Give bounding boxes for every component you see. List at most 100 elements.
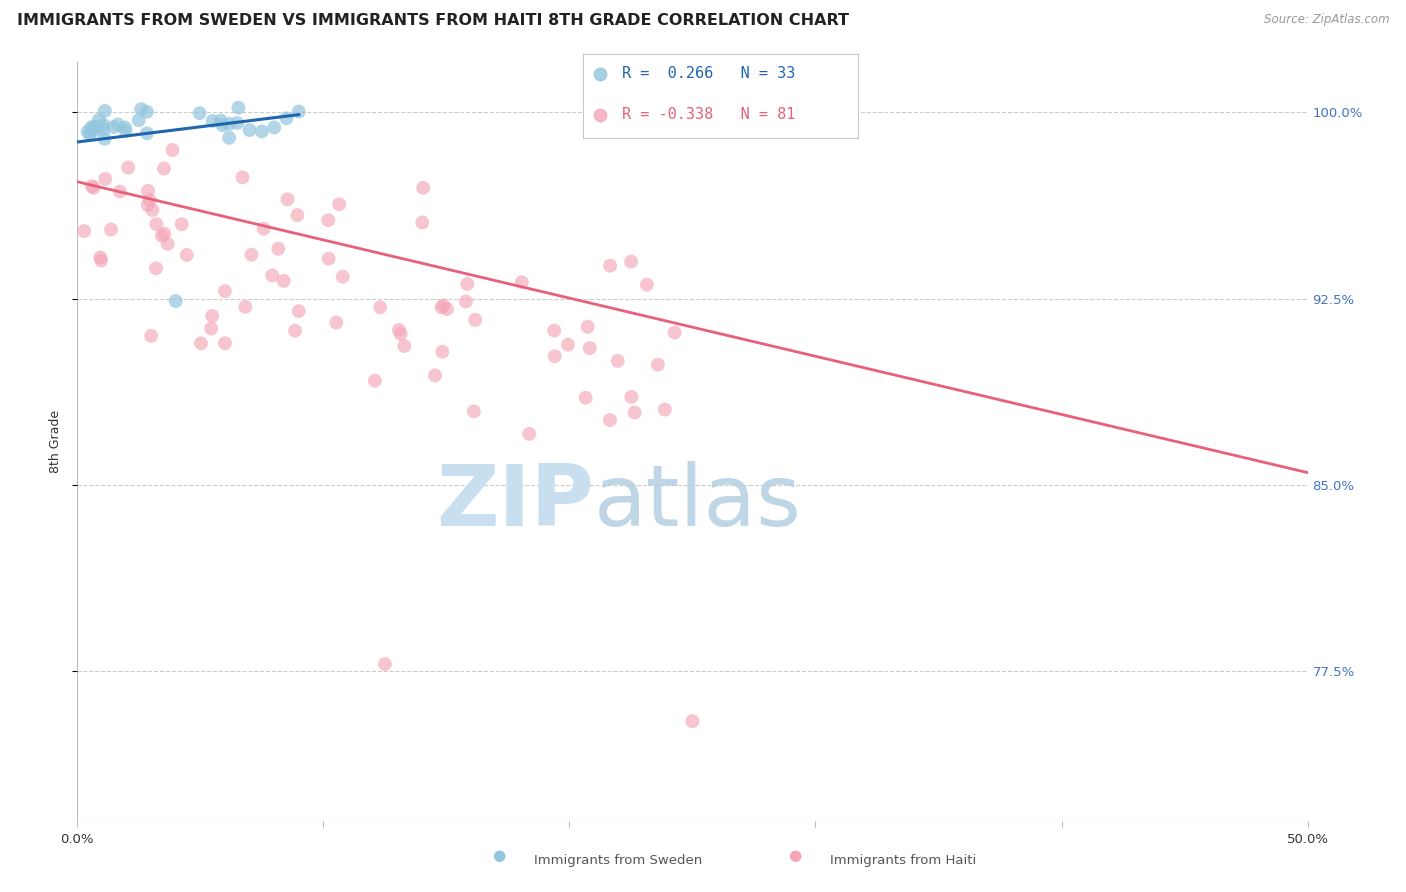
Point	[253, 221, 276, 235]
Point	[214, 284, 236, 298]
Point	[463, 404, 485, 418]
Point	[80, 120, 103, 135]
Point	[288, 104, 311, 119]
Point	[190, 336, 212, 351]
Point	[267, 242, 290, 256]
Point	[368, 301, 391, 315]
Point	[332, 269, 354, 284]
Point	[201, 309, 224, 323]
Point	[276, 112, 298, 126]
Point	[83, 181, 105, 195]
Point	[682, 714, 704, 729]
Point	[145, 217, 167, 231]
Point	[94, 103, 117, 118]
Point	[623, 405, 645, 419]
Point	[76, 125, 98, 139]
Point	[768, 120, 790, 134]
Point	[240, 247, 263, 261]
Point	[83, 120, 105, 134]
Point	[606, 354, 628, 368]
Point	[389, 326, 412, 341]
Point	[211, 118, 233, 132]
Point	[284, 324, 307, 338]
Text: R = -0.338   N = 81: R = -0.338 N = 81	[621, 107, 796, 122]
Point	[145, 261, 167, 276]
Point	[162, 143, 184, 157]
Point	[430, 300, 453, 314]
Text: ZIP: ZIP	[436, 460, 595, 544]
Point	[86, 120, 108, 135]
Point	[136, 184, 159, 198]
Point	[262, 268, 284, 283]
Point	[543, 324, 565, 338]
Point	[201, 114, 224, 128]
Point	[318, 252, 340, 266]
Point	[103, 120, 125, 134]
Point	[94, 172, 117, 186]
Point	[165, 294, 187, 309]
Point	[328, 197, 350, 211]
Point	[287, 208, 309, 222]
Point	[664, 326, 686, 340]
Point	[89, 251, 111, 265]
Text: ●: ●	[787, 847, 801, 863]
Point	[464, 313, 486, 327]
Point	[139, 193, 162, 207]
Point	[200, 321, 222, 335]
Point	[364, 374, 387, 388]
Point	[325, 316, 347, 330]
Point	[93, 122, 115, 136]
Point	[620, 390, 643, 404]
Point	[93, 118, 115, 132]
Point	[589, 67, 612, 81]
Point	[231, 170, 253, 185]
Point	[79, 127, 101, 141]
Point	[141, 329, 163, 343]
Point	[90, 253, 112, 268]
Text: ●: ●	[492, 847, 506, 863]
Point	[117, 161, 139, 175]
Point	[436, 302, 458, 317]
Point	[188, 106, 211, 120]
Point	[276, 192, 298, 206]
Point	[239, 123, 262, 137]
Point	[153, 161, 176, 176]
Point	[250, 124, 273, 138]
Point	[136, 104, 159, 119]
Point	[411, 215, 433, 229]
Point	[226, 116, 249, 130]
Point	[93, 132, 115, 146]
Point	[288, 304, 311, 318]
Point	[170, 217, 193, 231]
Text: Immigrants from Haiti: Immigrants from Haiti	[830, 854, 976, 867]
Point	[136, 198, 159, 212]
Point	[80, 179, 103, 194]
Point	[388, 323, 411, 337]
Point	[374, 657, 396, 671]
Point	[136, 126, 159, 140]
Point	[654, 402, 676, 417]
Text: 0.0%: 0.0%	[60, 833, 94, 847]
Point	[647, 358, 669, 372]
Point	[578, 341, 600, 355]
Point	[599, 259, 621, 273]
Y-axis label: 8th Grade: 8th Grade	[49, 410, 62, 473]
Point	[544, 349, 567, 363]
Point	[318, 213, 340, 227]
Point	[589, 107, 612, 121]
Point	[218, 117, 240, 131]
Point	[107, 118, 129, 132]
Point	[423, 368, 446, 383]
Point	[599, 413, 621, 427]
Point	[82, 124, 104, 138]
Point	[517, 426, 540, 441]
Point	[114, 124, 136, 138]
Text: IMMIGRANTS FROM SWEDEN VS IMMIGRANTS FROM HAITI 8TH GRADE CORRELATION CHART: IMMIGRANTS FROM SWEDEN VS IMMIGRANTS FRO…	[17, 13, 849, 29]
Point	[150, 228, 173, 243]
Text: R =  0.266   N = 33: R = 0.266 N = 33	[621, 66, 796, 81]
Point	[153, 227, 176, 241]
Text: Source: ZipAtlas.com: Source: ZipAtlas.com	[1264, 13, 1389, 27]
Point	[73, 224, 96, 238]
Point	[209, 113, 232, 128]
Point	[156, 236, 179, 251]
